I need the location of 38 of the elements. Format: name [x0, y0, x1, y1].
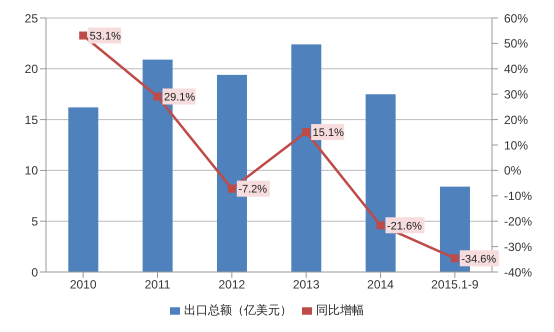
point [376, 221, 384, 230]
legend-label: 出口总额（亿美元） [184, 303, 292, 317]
data-label: -7.2% [238, 184, 268, 196]
y2-tick-label: -20% [504, 214, 532, 228]
y2-tick-label: 50% [504, 36, 528, 51]
y-tick-label: 5 [31, 214, 38, 228]
y2-tick-label: -30% [504, 240, 532, 254]
point [154, 92, 162, 100]
data-label: 15.1% [312, 127, 344, 140]
y-tick-label: 20 [24, 62, 38, 76]
y2-tick-label: 10% [504, 138, 528, 152]
point [79, 32, 88, 40]
y2-tick-label: -10% [504, 189, 532, 204]
y-tick-label: 10 [24, 164, 38, 178]
y2-tick-label: -40% [504, 265, 532, 280]
x-tick-label: 2012 [218, 278, 246, 292]
x-tick-label: 2010 [70, 278, 97, 292]
bar [68, 107, 98, 272]
y2-tick-label: 30% [504, 87, 528, 102]
point [302, 128, 310, 136]
y-tick-label: 0 [31, 265, 38, 280]
x-tick-label: 2015.1-9 [431, 278, 479, 292]
x-tick-label: 2011 [144, 278, 171, 292]
y2-tick-label: 40% [504, 62, 528, 76]
data-label: 53.1% [90, 30, 122, 43]
data-label: -21.6% [387, 220, 422, 232]
point [228, 184, 236, 193]
x-tick-label: 2014 [367, 278, 394, 292]
data-label: 29.1% [164, 91, 196, 104]
y-tick-label: 15 [24, 112, 38, 127]
x-tick-label: 2013 [292, 278, 320, 292]
y2-tick-label: 0% [504, 164, 522, 178]
y2-tick-label: 20% [504, 112, 528, 127]
point [450, 254, 459, 262]
legend-label: 同比增幅 [316, 303, 364, 317]
y2-tick-label: 60% [504, 11, 528, 26]
y-tick-label: 25 [24, 11, 38, 26]
data-label: -34.6% [461, 253, 496, 266]
